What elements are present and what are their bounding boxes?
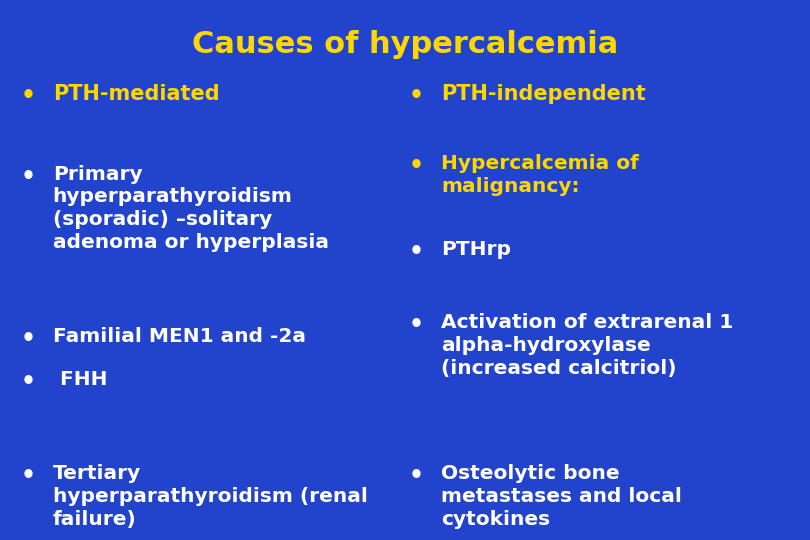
Text: •: • <box>20 165 36 188</box>
Text: •: • <box>409 313 424 337</box>
Text: Hypercalcemia of
malignancy:: Hypercalcemia of malignancy: <box>441 154 639 195</box>
Text: Tertiary
hyperparathyroidism (renal
failure): Tertiary hyperparathyroidism (renal fail… <box>53 464 368 529</box>
Text: Familial MEN1 and -2a: Familial MEN1 and -2a <box>53 327 305 346</box>
Text: Causes of hypercalcemia: Causes of hypercalcemia <box>192 30 618 59</box>
Text: •: • <box>20 464 36 488</box>
Text: •: • <box>20 370 36 394</box>
Text: PTHrp: PTHrp <box>441 240 511 259</box>
Text: Activation of extrarenal 1
alpha-hydroxylase
(increased calcitriol): Activation of extrarenal 1 alpha-hydroxy… <box>441 313 734 377</box>
Text: •: • <box>20 327 36 350</box>
Text: •: • <box>20 84 36 107</box>
Text: •: • <box>409 464 424 488</box>
Text: FHH: FHH <box>53 370 107 389</box>
Text: PTH-mediated: PTH-mediated <box>53 84 220 104</box>
Text: Primary
hyperparathyroidism
(sporadic) –solitary
adenoma or hyperplasia: Primary hyperparathyroidism (sporadic) –… <box>53 165 329 252</box>
Text: •: • <box>409 240 424 264</box>
Text: Osteolytic bone
metastases and local
cytokines: Osteolytic bone metastases and local cyt… <box>441 464 682 529</box>
Text: •: • <box>409 154 424 178</box>
Text: •: • <box>409 84 424 107</box>
Text: PTH-independent: PTH-independent <box>441 84 646 104</box>
